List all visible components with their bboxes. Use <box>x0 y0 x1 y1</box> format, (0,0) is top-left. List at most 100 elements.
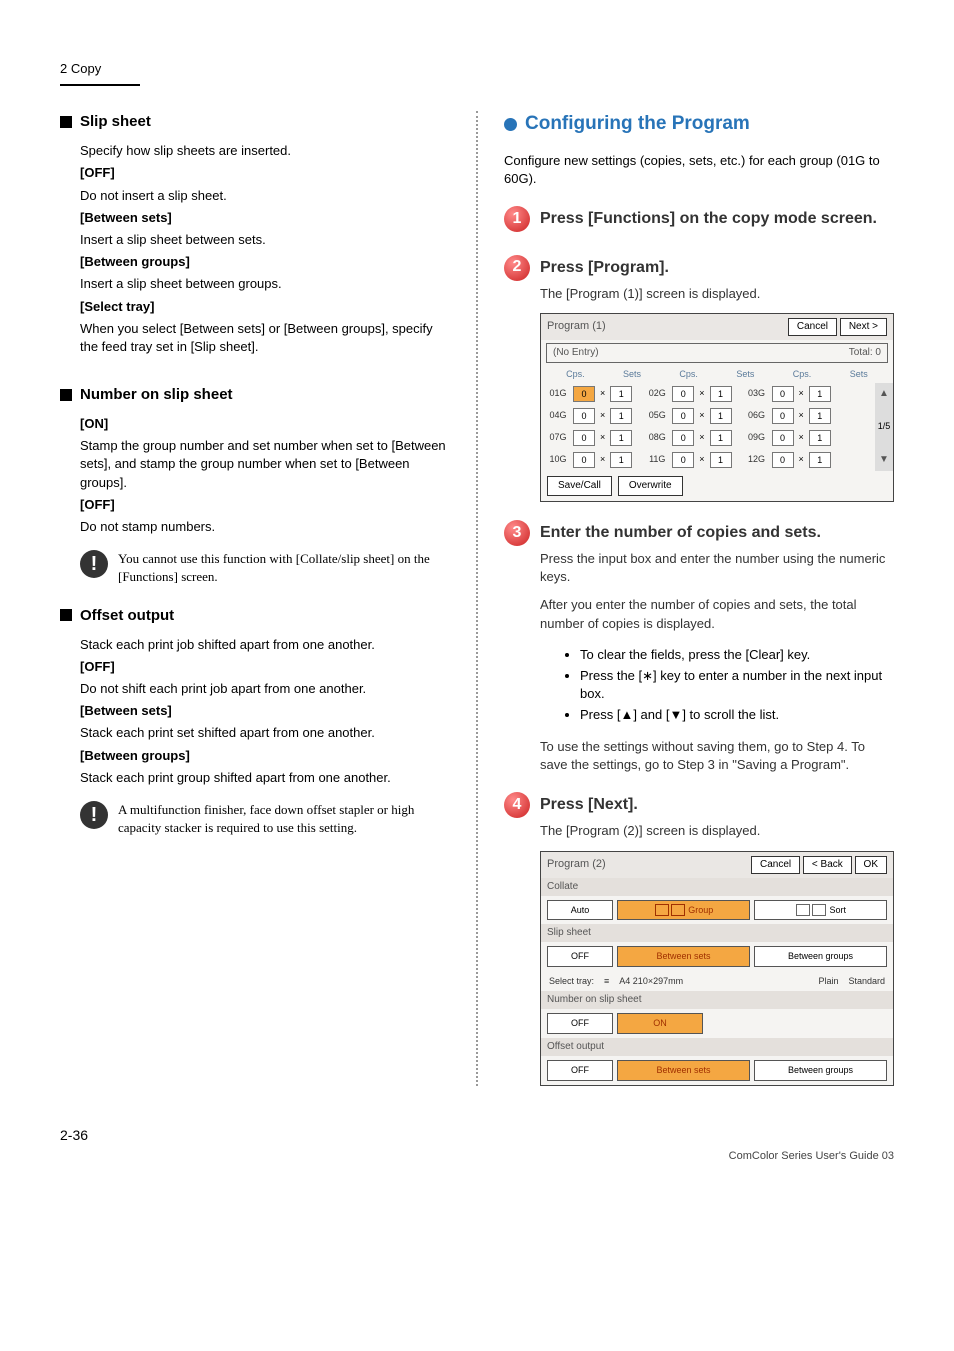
overwrite-button[interactable]: Overwrite <box>618 476 683 496</box>
desc-between-sets: Insert a slip sheet between sets. <box>80 231 450 249</box>
collate-label: Collate <box>541 878 893 896</box>
step-desc: The [Program (1)] screen is displayed. <box>540 285 760 303</box>
program-1-screenshot: Program (1) Cancel Next > (No Entry)Tota… <box>540 313 894 502</box>
on-button[interactable]: ON <box>617 1013 703 1034</box>
cancel-button[interactable]: Cancel <box>751 856 800 874</box>
sets-field[interactable]: 1 <box>809 386 831 402</box>
group-label: 03G <box>746 387 768 400</box>
group-label: 01G <box>547 387 569 400</box>
label: Group <box>688 905 713 915</box>
down-arrow-icon[interactable]: ▼ <box>879 453 889 467</box>
config-intro: Configure new settings (copies, sets, et… <box>504 152 894 188</box>
off-button[interactable]: OFF <box>547 1013 613 1034</box>
square-bullet-icon <box>60 609 72 621</box>
label-off: [OFF] <box>80 496 450 514</box>
col-sets: Sets <box>717 368 774 381</box>
bullet-list: To clear the fields, press the [Clear] k… <box>540 646 894 725</box>
times-icon: × <box>698 409 705 422</box>
sort-button[interactable]: Sort <box>754 900 887 921</box>
blue-dot-icon <box>504 118 517 131</box>
off-button[interactable]: OFF <box>547 946 613 967</box>
save-call-button[interactable]: Save/Call <box>547 476 612 496</box>
sets-field[interactable]: 1 <box>610 430 632 446</box>
offset-intro: Stack each print job shifted apart from … <box>80 636 450 654</box>
col-cps: Cps. <box>660 368 717 381</box>
between-groups-button[interactable]: Between groups <box>754 946 887 967</box>
group-button[interactable]: Group <box>617 900 750 921</box>
between-sets-button[interactable]: Between sets <box>617 946 750 967</box>
times-icon: × <box>599 387 606 400</box>
off-button[interactable]: OFF <box>547 1060 613 1081</box>
copies-field[interactable]: 0 <box>573 430 595 446</box>
desc-select-tray: When you select [Between sets] or [Betwe… <box>80 320 450 356</box>
sc-title: Program (2) <box>547 857 606 872</box>
copies-field[interactable]: 0 <box>672 430 694 446</box>
desc-on: Stamp the group number and set number wh… <box>80 437 450 492</box>
col-cps: Cps. <box>547 368 604 381</box>
label: Sort <box>830 905 847 915</box>
col-cps: Cps. <box>774 368 831 381</box>
group-label: 08G <box>646 431 668 444</box>
desc-off: Do not shift each print job apart from o… <box>80 680 450 698</box>
sets-field[interactable]: 1 <box>809 452 831 468</box>
desc-between-groups: Stack each print group shifted apart fro… <box>80 769 450 787</box>
ok-button[interactable]: OK <box>855 856 887 874</box>
bullet-item: To clear the fields, press the [Clear] k… <box>580 646 894 664</box>
desc-off: Do not insert a slip sheet. <box>80 187 450 205</box>
col-sets: Sets <box>830 368 887 381</box>
back-button[interactable]: < Back <box>803 856 852 874</box>
header-underline <box>60 84 140 86</box>
sets-field[interactable]: 1 <box>710 452 732 468</box>
exclamation-icon: ! <box>80 801 108 829</box>
sets-field[interactable]: 1 <box>710 386 732 402</box>
cancel-button[interactable]: Cancel <box>788 318 837 336</box>
pager-label: 1/5 <box>878 420 891 433</box>
between-sets-button[interactable]: Between sets <box>617 1060 750 1081</box>
step-title: Press [Next]. <box>540 794 760 816</box>
sets-field[interactable]: 1 <box>809 408 831 424</box>
copies-field[interactable]: 0 <box>772 430 794 446</box>
auto-button[interactable]: Auto <box>547 900 613 921</box>
copies-field[interactable]: 0 <box>772 452 794 468</box>
label-between-groups: [Between groups] <box>80 747 450 765</box>
copies-field[interactable]: 0 <box>672 452 694 468</box>
sets-field[interactable]: 1 <box>610 386 632 402</box>
sets-field[interactable]: 1 <box>710 430 732 446</box>
slip-intro: Specify how slip sheets are inserted. <box>80 142 450 160</box>
desc-off: Do not stamp numbers. <box>80 518 450 536</box>
sets-field[interactable]: 1 <box>809 430 831 446</box>
label-between-sets: [Between sets] <box>80 209 450 227</box>
between-groups-button[interactable]: Between groups <box>754 1060 887 1081</box>
step-4: 4 Press [Next]. The [Program (2)] screen… <box>504 792 894 841</box>
sets-field[interactable]: 1 <box>610 452 632 468</box>
next-button[interactable]: Next > <box>840 318 887 336</box>
sort-icon <box>796 904 810 916</box>
heading-slip-sheet: Slip sheet <box>60 111 450 132</box>
copies-field[interactable]: 0 <box>573 386 595 402</box>
copies-field[interactable]: 0 <box>573 452 595 468</box>
group-icon <box>671 904 685 916</box>
copies-field[interactable]: 0 <box>672 408 694 424</box>
step-title: Press [Functions] on the copy mode scree… <box>540 208 877 230</box>
sets-field[interactable]: 1 <box>610 408 632 424</box>
tray-icon: ≡ <box>604 975 609 988</box>
footer: ComColor Series User's Guide 03 <box>60 1149 894 1164</box>
group-label: 05G <box>646 409 668 422</box>
up-arrow-icon[interactable]: ▲ <box>879 387 889 401</box>
copies-field[interactable]: 0 <box>772 408 794 424</box>
times-icon: × <box>798 387 805 400</box>
copies-field[interactable]: 0 <box>573 408 595 424</box>
sets-field[interactable]: 1 <box>710 408 732 424</box>
right-column: Configuring the Program Configure new se… <box>504 111 894 1085</box>
group-label: 04G <box>547 409 569 422</box>
group-label: 06G <box>746 409 768 422</box>
step-number-icon: 2 <box>504 255 530 281</box>
heading-text: Configuring the Program <box>525 111 750 138</box>
label-off: [OFF] <box>80 658 450 676</box>
offset-output-label: Offset output <box>541 1038 893 1056</box>
page-number: 2-36 <box>60 1126 894 1146</box>
times-icon: × <box>798 453 805 466</box>
copies-field[interactable]: 0 <box>672 386 694 402</box>
copies-field[interactable]: 0 <box>772 386 794 402</box>
heading-number-slip: Number on slip sheet <box>60 384 450 405</box>
